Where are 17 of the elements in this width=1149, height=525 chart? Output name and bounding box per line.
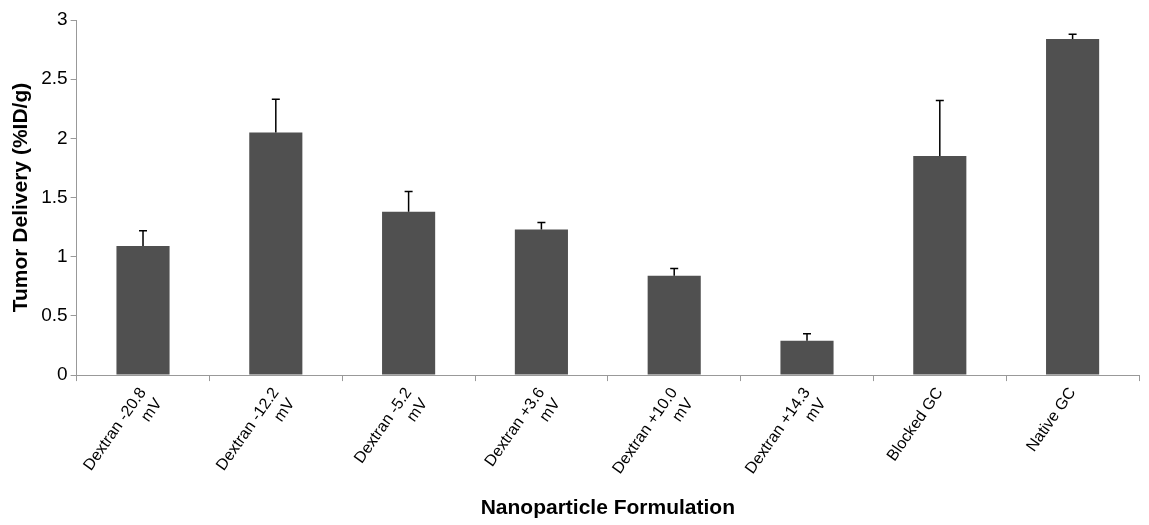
y-tick-label: 0.5 [41,304,68,326]
bar [514,229,568,375]
y-tick-label: 0 [57,363,68,385]
bar [249,132,303,375]
y-tick-label: 2 [57,126,68,148]
y-axis-title: Tumor Delivery (%ID/g) [8,82,32,313]
bar [780,340,834,375]
bar [382,211,436,375]
y-tick-label: 2.5 [41,67,68,89]
bar [116,246,170,375]
y-tick-label: 1 [57,244,68,266]
bar [647,275,701,375]
y-tick-label: 1.5 [41,185,68,207]
x-axis-title: Nanoparticle Formulation [480,495,735,519]
bar [1046,38,1100,375]
y-tick-label: 3 [57,8,68,30]
bar [913,156,967,375]
